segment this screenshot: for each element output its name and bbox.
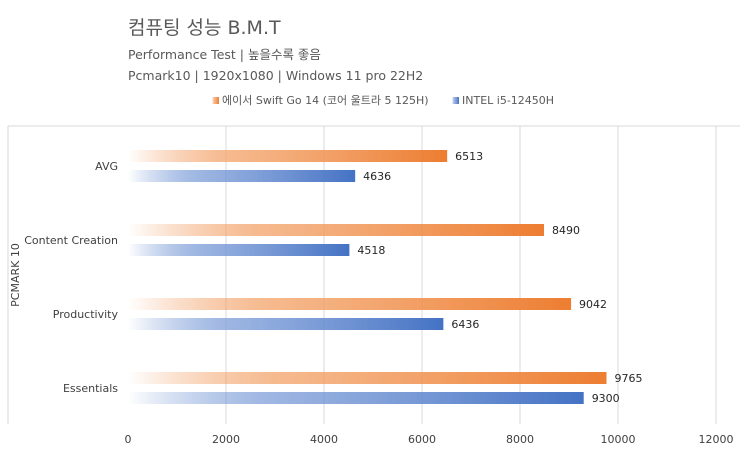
x-tick-label: 12000 [699,433,734,446]
legend: 에이서 Swift Go 14 (코어 울트라 5 125H) INTEL i5… [212,94,554,107]
bar [128,392,584,404]
bars [128,150,607,404]
x-tick-label: 8000 [506,433,534,446]
chart-title: 컴퓨팅 성능 B.M.T [128,17,281,39]
legend-label-swift-go: 에이서 Swift Go 14 (코어 울트라 5 125H) [222,94,429,107]
x-tick-label: 2000 [212,433,240,446]
bar [128,372,607,384]
x-tick-label: 10000 [601,433,636,446]
data-label: 8490 [552,224,580,237]
bar [128,224,545,236]
x-tick-label: 4000 [310,433,338,446]
data-label: 4518 [357,244,385,257]
bar [128,170,356,182]
bar [128,150,448,162]
chart-subtitle-line-2: Pcmark10 | 1920x1080 | Windows 11 pro 22… [128,68,423,83]
x-axis-ticks: 0 2000 4000 6000 8000 10000 12000 [125,433,734,446]
data-labels: 6513 4636 8490 4518 9042 6436 9765 9300 [357,150,642,405]
data-label: 6436 [451,318,479,331]
legend-swatch-swift-go [212,97,219,104]
bar [128,318,444,330]
category-label: Content Creation [24,234,118,247]
data-label: 9300 [592,392,620,405]
legend-label-i5: INTEL i5-12450H [462,94,554,107]
data-label: 9765 [614,372,642,385]
bar [128,298,572,310]
legend-swatch-i5 [452,97,459,104]
data-label: 4636 [363,170,391,183]
category-labels: AVG Content Creation Productivity Essential… [24,160,118,395]
x-tick-label: 0 [125,433,132,446]
data-label: 6513 [455,150,483,163]
category-label: Essentials [63,382,118,395]
chart-subtitle-line-1: Performance Test | 높을수록 좋음 [128,47,321,62]
bar [128,244,350,256]
x-tick-label: 6000 [408,433,436,446]
category-label: Productivity [53,308,119,321]
category-label: AVG [95,160,118,173]
data-label: 9042 [579,298,607,311]
y-axis-title: PCMARK 10 [9,243,22,307]
